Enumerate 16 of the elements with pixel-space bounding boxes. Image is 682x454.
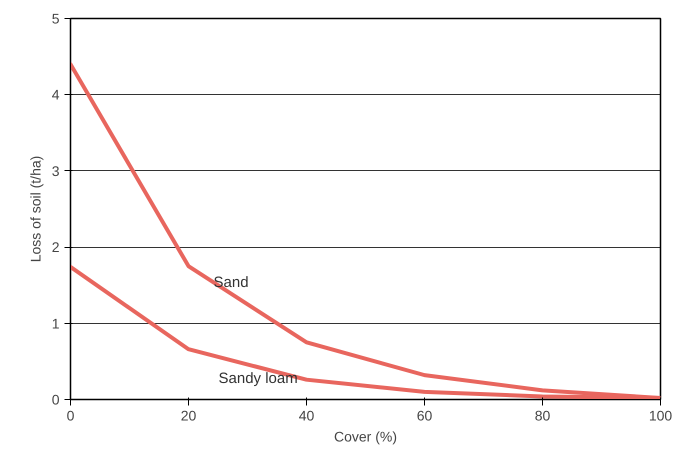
- series-label: Sandy loam: [218, 370, 298, 388]
- y-tick-label: 3: [52, 162, 60, 179]
- series-label: Sand: [214, 274, 249, 292]
- y-axis-title: Loss of soil (t/ha): [28, 156, 44, 262]
- x-tick-label: 40: [298, 408, 314, 424]
- x-tick-label: 80: [534, 408, 550, 424]
- x-tick-label: 0: [66, 408, 75, 424]
- x-tick-label: 60: [416, 408, 432, 424]
- y-tick-label: 2: [52, 239, 60, 256]
- x-tick-label: 20: [180, 408, 196, 424]
- y-tick-label: 0: [52, 392, 60, 408]
- x-axis-title: Cover (%): [334, 428, 398, 444]
- y-tick-label: 5: [52, 10, 60, 26]
- y-tick-label: 1: [52, 315, 60, 332]
- x-tick-label: 100: [648, 408, 672, 424]
- y-tick-label: 4: [52, 86, 60, 103]
